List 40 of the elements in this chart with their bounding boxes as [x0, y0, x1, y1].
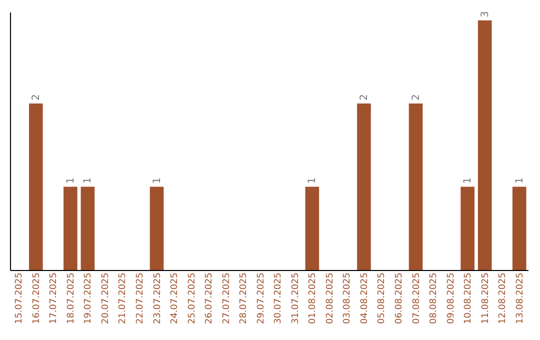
x-tick-label: 05.08.2025	[377, 272, 388, 324]
x-tick-label: 25.07.2025	[187, 272, 198, 324]
x-tick-label: 07.08.2025	[412, 272, 422, 324]
x-tick-label: 09.08.2025	[446, 272, 456, 324]
x-tick-label: 03.08.2025	[342, 272, 353, 324]
x-tick-label: 13.08.2025	[515, 272, 526, 324]
x-tick-label: 12.08.2025	[498, 272, 508, 324]
x-tick-label: 20.07.2025	[100, 272, 111, 324]
x-tick-label: 23.07.2025	[152, 272, 163, 324]
x-tick-label: 06.08.2025	[394, 272, 404, 324]
x-tick-label: 29.07.2025	[256, 272, 266, 324]
x-tick-label: 11.08.2025	[480, 272, 491, 324]
x-tick-label: 31.07.2025	[290, 272, 301, 324]
x-tick-label: 01.08.2025	[308, 272, 318, 324]
x-tick-label: 16.07.2025	[32, 272, 42, 324]
x-tick-label: 02.08.2025	[325, 272, 336, 324]
data-label: 1	[82, 177, 94, 184]
x-tick-label: 08.08.2025	[429, 272, 440, 324]
x-tick-label: 18.07.2025	[66, 272, 76, 324]
x-tick-label: 24.07.2025	[170, 272, 180, 324]
data-label: 1	[307, 177, 318, 184]
x-tick-label: 30.07.2025	[274, 272, 284, 324]
data-label: 2	[410, 94, 422, 101]
x-tick-label: 17.07.2025	[49, 272, 60, 324]
data-label: 2	[30, 94, 42, 101]
data-label: 2	[358, 94, 370, 101]
data-label: 1	[152, 177, 163, 184]
x-tick-label: 21.07.2025	[118, 272, 128, 324]
x-tick-label: 28.07.2025	[239, 272, 250, 324]
x-tick-label: 19.07.2025	[84, 272, 94, 324]
x-tick-label: 04.08.2025	[360, 272, 370, 324]
data-label: 3	[480, 10, 491, 18]
x-tick-label: 10.08.2025	[464, 272, 474, 324]
data-label: 1	[462, 177, 474, 184]
x-tick-label: 26.07.2025	[204, 272, 215, 324]
data-label: 1	[514, 177, 526, 184]
x-tick-label: 15.07.2025	[14, 272, 25, 324]
x-tick-label: 22.07.2025	[136, 272, 146, 324]
x-tick-label: 27.07.2025	[222, 272, 232, 324]
data-label: 1	[65, 177, 76, 184]
